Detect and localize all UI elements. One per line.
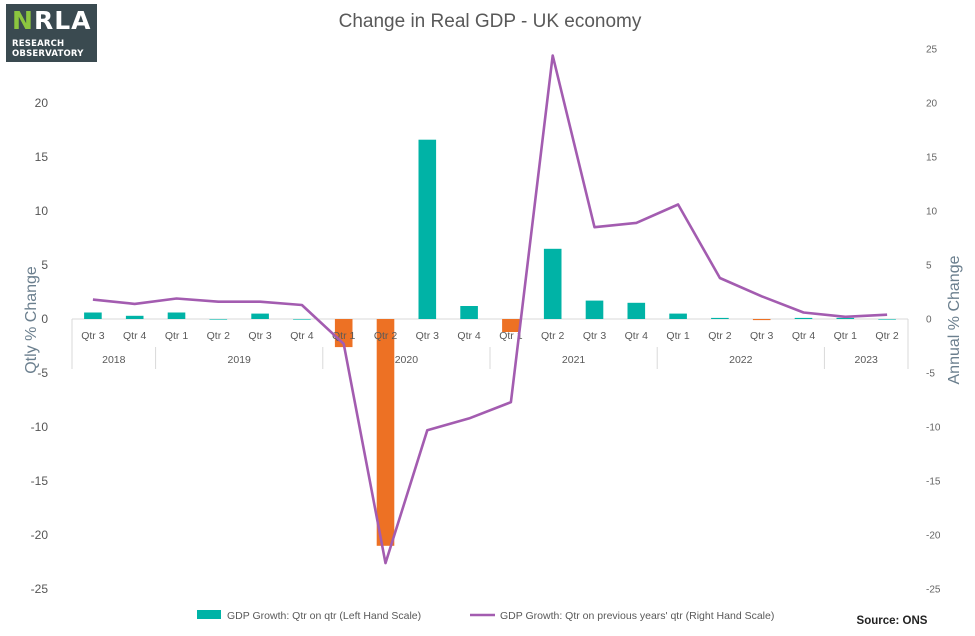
y2-tick-label: 15 — [926, 153, 938, 164]
y2-axis-label: Annual % Change — [946, 255, 963, 384]
bar — [836, 317, 855, 319]
category-label: Qtr 3 — [416, 330, 439, 342]
y2-tick-label: 10 — [926, 207, 938, 218]
year-label: 2022 — [729, 354, 753, 366]
bar — [293, 319, 311, 320]
category-label: Qtr 1 — [666, 330, 689, 342]
bar — [251, 313, 269, 319]
category-label: Qtr 2 — [541, 330, 564, 342]
bar — [627, 302, 646, 319]
left-axis-ticks: 20 15 10 5 0 -5 -10 -15 -20 -25 — [31, 96, 49, 596]
y2-tick-label: 0 — [926, 315, 932, 326]
gridlines — [71, 318, 909, 369]
category-label: Qtr 2 — [374, 330, 397, 342]
annual-change-line — [92, 54, 888, 565]
y-axis-label: Qtly % Change — [23, 266, 40, 374]
y-tick-label: -20 — [31, 528, 49, 542]
bar — [711, 317, 729, 319]
nrla-logo: NRLA RESEARCH OBSERVATORY — [6, 4, 97, 62]
category-label: Qtr 1 — [834, 330, 857, 342]
category-label: Qtr 4 — [290, 330, 313, 342]
bar — [502, 319, 520, 332]
y-tick-label: 20 — [35, 96, 49, 110]
y2-tick-label: 5 — [926, 261, 932, 272]
logo-wordmark: NRLA — [12, 6, 92, 35]
category-label: Qtr 4 — [457, 330, 480, 342]
category-label: Qtr 2 — [875, 330, 898, 342]
bar — [167, 312, 186, 319]
legend-swatch-bar — [197, 610, 221, 619]
legend-label-line: GDP Growth: Qtr on previous years' qtr (… — [500, 610, 774, 622]
bar — [125, 315, 144, 319]
category-label: Qtr 3 — [583, 330, 606, 342]
y-tick-label: 0 — [41, 312, 48, 326]
y-tick-label: -5 — [37, 366, 48, 380]
category-label: Qtr 4 — [123, 330, 146, 342]
logo-line-research: RESEARCH — [12, 39, 65, 49]
logo-line-observatory: OBSERVATORY — [12, 49, 84, 59]
y-tick-label: -25 — [31, 582, 49, 596]
category-label: Qtr 1 — [165, 330, 188, 342]
year-label: 2020 — [395, 354, 419, 366]
legend-label-bar: GDP Growth: Qtr on qtr (Left Hand Scale) — [227, 610, 421, 622]
year-label: 2023 — [855, 354, 879, 366]
bar — [543, 248, 562, 319]
y-tick-label: -10 — [31, 420, 49, 434]
bar — [585, 300, 604, 319]
bar — [209, 319, 228, 320]
category-label: Qtr 1 — [499, 330, 522, 342]
year-label: 2021 — [562, 354, 586, 366]
y2-tick-label: -5 — [926, 369, 935, 380]
year-label: 2018 — [102, 354, 126, 366]
y2-tick-label: -15 — [926, 477, 941, 488]
category-label: Qtr 4 — [792, 330, 815, 342]
y-tick-label: 5 — [41, 258, 48, 272]
y-tick-label: -15 — [31, 474, 49, 488]
year-label: 2019 — [228, 354, 252, 366]
bar — [669, 313, 687, 319]
bar — [376, 319, 395, 546]
y2-tick-label: 25 — [926, 45, 938, 56]
y2-tick-label: 20 — [926, 99, 938, 110]
right-axis-ticks: 25 20 15 10 5 0 -5 -10 -15 -20 -25 — [926, 45, 941, 596]
line-series — [92, 54, 888, 565]
y2-tick-label: -20 — [926, 531, 941, 542]
category-label: Qtr 2 — [708, 330, 731, 342]
category-axis: Qtr 3 Qtr 4 Qtr 1 Qtr 2 Qtr 3 Qtr 4 Qtr 1 Qtr 2… — [81, 330, 899, 366]
bar — [418, 139, 437, 319]
y2-tick-label: -10 — [926, 423, 941, 434]
category-label: Qtr 3 — [248, 330, 271, 342]
category-label: Qtr 4 — [625, 330, 648, 342]
source-note: Source: ONS — [857, 615, 928, 627]
category-label: Qtr 2 — [207, 330, 230, 342]
chart-title: Change in Real GDP - UK economy — [339, 11, 642, 32]
y2-tick-label: -25 — [926, 585, 941, 596]
bar-series — [84, 139, 896, 546]
category-label: Qtr 3 — [81, 330, 104, 342]
y-tick-label: 10 — [35, 204, 49, 218]
legend: GDP Growth: Qtr on qtr (Left Hand Scale)… — [197, 610, 774, 622]
bar — [84, 312, 102, 319]
bar — [794, 317, 813, 319]
category-label: Qtr 3 — [750, 330, 773, 342]
y-tick-label: 15 — [35, 150, 49, 164]
bar — [460, 306, 478, 319]
bar — [878, 319, 896, 320]
bar — [752, 319, 771, 321]
